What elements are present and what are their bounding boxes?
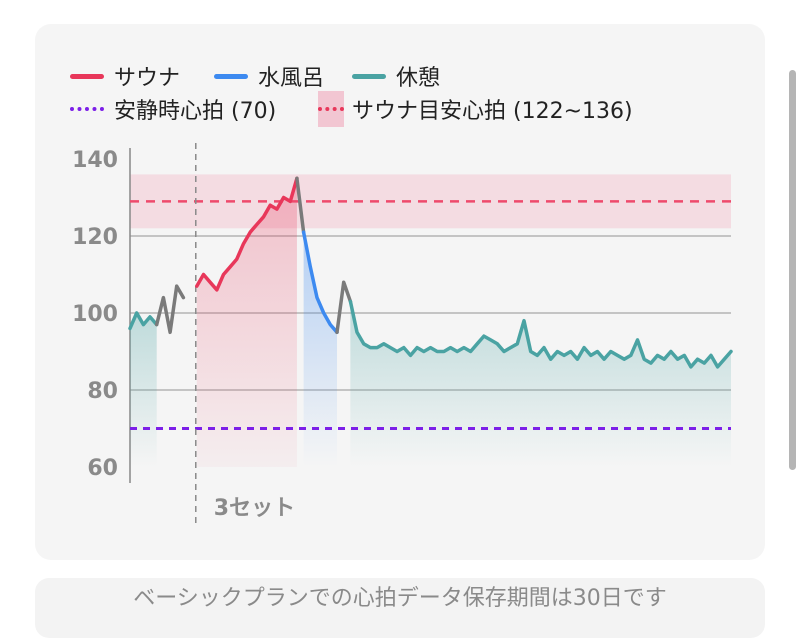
legend-rest: 休憩 — [352, 60, 440, 92]
series-line-rest-6 — [348, 299, 733, 369]
legend-target-hr-label: サウナ目安心拍 (122~136) — [352, 99, 633, 124]
y-tick-label-100: 100 — [72, 302, 118, 327]
y-tick-label-60: 60 — [87, 456, 118, 481]
target-hr-band — [130, 174, 731, 229]
plan-notice-card: ベーシックプランでの心拍データ保存期間は30日です — [35, 578, 765, 638]
legend-coldbath-swatch — [214, 73, 248, 79]
area-sauna-2 — [196, 178, 297, 467]
series-line-transition-5 — [335, 280, 353, 335]
heart-rate-chart: 140 120 100 80 60 3セット — [72, 143, 733, 525]
area-rest-6 — [350, 301, 731, 467]
series-line-rest-0 — [128, 311, 159, 331]
series-line-coldbath-4 — [301, 230, 339, 335]
legend-sauna-swatch — [70, 73, 104, 79]
legend-sauna-label: サウナ — [114, 66, 181, 91]
legend-resting-hr-swatch — [70, 107, 104, 111]
legend-target-hr-swatch — [318, 91, 344, 127]
legend-rest-label: 休憩 — [396, 66, 441, 91]
series-line-sauna-2 — [195, 176, 299, 292]
set-marker-label: 3セット — [214, 496, 295, 521]
series-line-transition-3 — [295, 176, 306, 234]
legend-resting-hr: 安静時心拍 (70) — [70, 93, 276, 125]
series-line-transition-1 — [154, 284, 186, 335]
legend-coldbath-label: 水風呂 — [258, 66, 325, 91]
area-rest-0 — [130, 313, 157, 467]
legend-resting-hr-label: 安静時心拍 (70) — [114, 99, 277, 124]
chart-card — [35, 24, 765, 560]
y-tick-label-120: 120 — [72, 225, 118, 250]
legend-target-hr: サウナ目安心拍 (122~136) — [318, 91, 633, 127]
legend-rest-swatch — [352, 73, 386, 79]
y-tick-label-140: 140 — [72, 148, 118, 173]
scrollbar[interactable] — [789, 70, 796, 470]
plan-notice-text: ベーシックプランでの心拍データ保存期間は30日です — [133, 586, 667, 611]
y-tick-label-80: 80 — [87, 379, 118, 404]
area-coldbath-4 — [303, 232, 338, 467]
legend-sauna: サウナ — [70, 60, 180, 92]
legend-coldbath: 水風呂 — [214, 60, 324, 92]
